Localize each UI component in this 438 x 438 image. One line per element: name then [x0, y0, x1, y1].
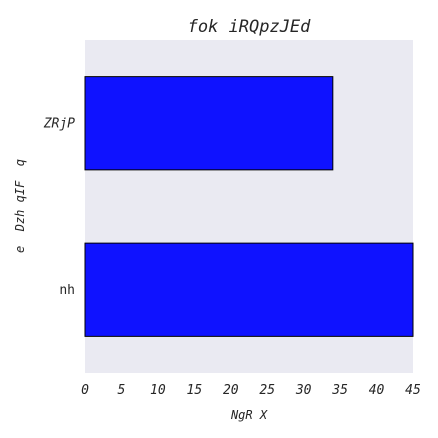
- x-tick-label: 25: [259, 383, 275, 398]
- x-tick-label: 0: [81, 383, 89, 398]
- y-tick-label: nh: [59, 283, 75, 298]
- x-tick-label: 40: [369, 383, 385, 398]
- x-tick-label: 5: [118, 383, 126, 398]
- x-tick-label: 45: [405, 383, 421, 398]
- bar-zrjp: [84, 76, 334, 171]
- x-tick-label: 30: [295, 383, 312, 398]
- y-axis-label: e Dzh qIF q: [13, 159, 27, 253]
- y-tick-labels: ZRjP nh: [43, 116, 75, 298]
- x-tick-label: 10: [150, 383, 166, 398]
- bars-group: [84, 76, 414, 337]
- bar-nh: [84, 242, 414, 337]
- x-tick-label: 35: [331, 383, 348, 398]
- x-axis-label: NgR X: [230, 408, 268, 422]
- y-tick-label: ZRjP: [43, 116, 75, 131]
- chart-title: fok iRQpzJEd: [188, 17, 312, 37]
- x-tick-label: 20: [223, 383, 239, 398]
- x-tick-labels: 0 5 10 15 20 25 30 35 40 45: [81, 383, 421, 398]
- x-tick-label: 15: [187, 383, 203, 398]
